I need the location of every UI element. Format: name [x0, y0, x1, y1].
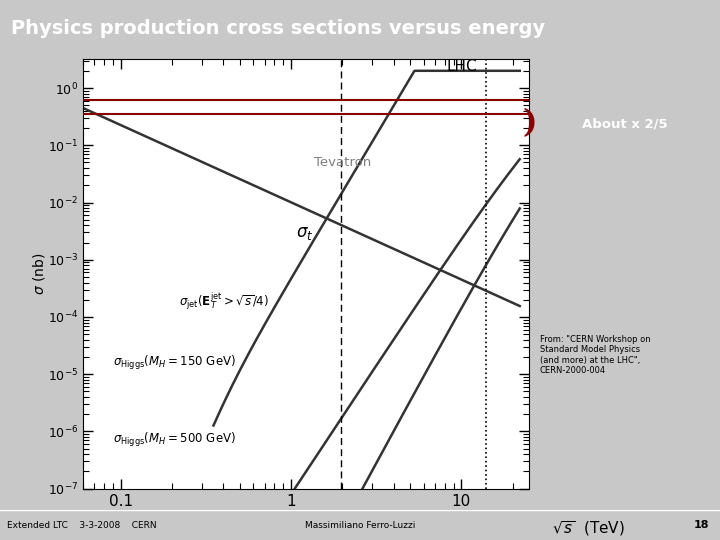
Text: Massimiliano Ferro-Luzzi: Massimiliano Ferro-Luzzi	[305, 521, 415, 530]
Text: 18: 18	[693, 520, 709, 530]
Text: $\sigma_{\rm jet}(\mathbf{E}_T^{\rm jet} > \sqrt{s}/4)$: $\sigma_{\rm jet}(\mathbf{E}_T^{\rm jet}…	[179, 291, 269, 312]
Text: $\sigma$ (nb): $\sigma$ (nb)	[31, 253, 47, 295]
Text: LHC: LHC	[446, 59, 477, 73]
Text: $\sigma_{\rm Higgs}(M_H = 150\ {\rm GeV})$: $\sigma_{\rm Higgs}(M_H = 150\ {\rm GeV}…	[113, 354, 235, 372]
Text: Physics production cross sections versus energy: Physics production cross sections versus…	[11, 19, 545, 38]
Text: ): )	[522, 108, 536, 139]
Text: $\sigma_{\rm Higgs}(M_H = 500\ {\rm GeV})$: $\sigma_{\rm Higgs}(M_H = 500\ {\rm GeV}…	[113, 431, 235, 449]
Text: $\sqrt{s}$  (TeV): $\sqrt{s}$ (TeV)	[552, 519, 624, 538]
Text: Extended LTC    3-3-2008    CERN: Extended LTC 3-3-2008 CERN	[7, 521, 157, 530]
Text: About x 2/5: About x 2/5	[582, 117, 667, 130]
Text: From: "CERN Workshop on
Standard Model Physics
(and more) at the LHC",
CERN-2000: From: "CERN Workshop on Standard Model P…	[540, 335, 651, 375]
Text: $\sigma_t$: $\sigma_t$	[296, 224, 313, 242]
Text: Tevatron: Tevatron	[314, 156, 371, 169]
